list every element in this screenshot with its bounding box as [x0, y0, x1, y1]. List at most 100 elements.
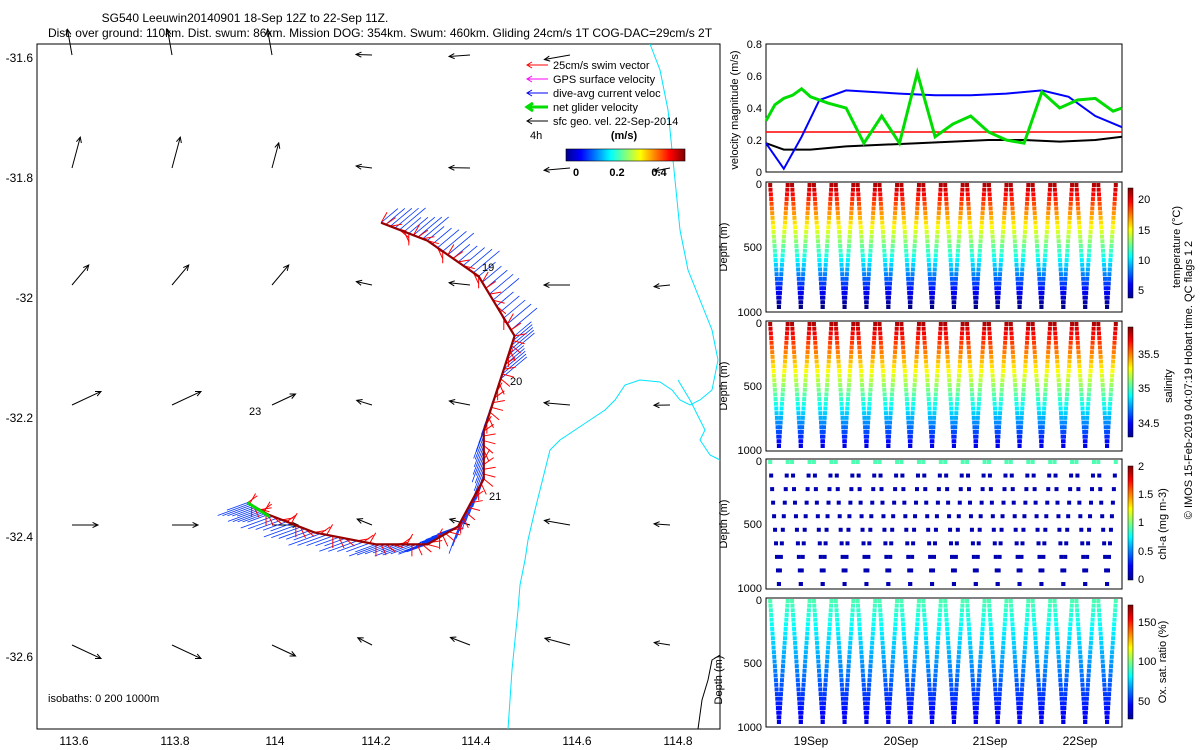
profile-dot: [925, 654, 930, 659]
chla-dots: [768, 460, 1118, 586]
legend-item-geo: sfc geo. vel. 22-Sep-2014: [526, 116, 678, 128]
profile-dot: [1076, 206, 1081, 211]
profile-dot: [915, 473, 920, 478]
current-vector: [242, 512, 267, 523]
profile-dot: [915, 201, 920, 206]
profile-dot: [1014, 673, 1019, 678]
profile-dot: [797, 290, 802, 295]
profile-dot: [945, 636, 950, 641]
profile-dot: [862, 272, 867, 277]
profile-dot: [868, 383, 873, 387]
profile-dot: [794, 248, 799, 253]
profile-dot: [928, 281, 933, 286]
profile-dot: [1099, 368, 1104, 373]
profile-dot: [981, 473, 986, 478]
footer-credit: © IMOS 15-Feb-2019 04:07:19 Hobart time.…: [1183, 241, 1195, 519]
profile-dot: [908, 720, 913, 724]
profile-dot: [880, 645, 885, 650]
profile-dot: [892, 500, 897, 505]
profile-dot: [1053, 340, 1058, 345]
profile-dot: [1067, 500, 1072, 505]
current-vector: [422, 216, 449, 240]
depth-tick: 0: [756, 179, 762, 191]
profile-dot: [1070, 183, 1075, 187]
profile-dot: [946, 364, 951, 369]
profile-dot: [959, 201, 964, 206]
profile-dot: [844, 415, 849, 420]
profile-dot: [782, 645, 787, 650]
profile-dot: [781, 659, 786, 664]
profile-dot: [841, 701, 846, 706]
profile-dot: [1022, 654, 1027, 659]
profile-dot: [783, 631, 788, 636]
profile-dot: [850, 187, 855, 192]
isobath-1000: [697, 654, 721, 730]
profile-dot: [904, 673, 909, 678]
profile-dot: [825, 650, 830, 655]
profile-dot: [978, 650, 983, 655]
profile-dot: [904, 253, 909, 258]
profile-dot: [965, 326, 970, 331]
profile-dot: [1086, 541, 1091, 546]
profile-dot: [952, 300, 957, 305]
profile-dot: [878, 331, 883, 336]
profile-dot: [798, 582, 803, 586]
profile-dot: [877, 183, 882, 187]
depth-tick: 0: [756, 318, 762, 330]
profile-dot: [833, 460, 838, 464]
profile-dot: [1009, 331, 1014, 336]
profile-dot: [842, 300, 847, 305]
profile-dot: [905, 678, 910, 683]
profile-dot: [906, 281, 911, 286]
profile-dot: [997, 696, 1002, 701]
profile-dot: [845, 258, 850, 263]
profile-dot: [1065, 659, 1070, 664]
profile-dot: [914, 220, 919, 225]
profile-dot: [994, 425, 999, 430]
current-vector: [278, 528, 306, 539]
profile-dot: [1096, 187, 1101, 192]
profile-dot: [800, 692, 805, 697]
profile-dot: [948, 527, 953, 532]
geo-arrow: [652, 283, 671, 290]
profile-dot: [1103, 276, 1108, 281]
profile-dot: [1065, 248, 1070, 253]
profile-dot: [805, 626, 810, 631]
profile-dot: [994, 706, 999, 711]
profile-dot: [1018, 295, 1023, 300]
profile-dot: [777, 429, 782, 434]
geo-arrow: [65, 28, 73, 56]
profile-dot: [1004, 326, 1009, 331]
profile-dot: [813, 350, 818, 355]
current-vector: [475, 431, 485, 452]
salinity-dots: [768, 322, 1118, 448]
profile-dot: [1113, 187, 1118, 192]
profile-dot: [1063, 687, 1068, 692]
profile-dot: [1022, 373, 1027, 378]
profile-dot: [998, 678, 1003, 683]
profile-dot: [943, 603, 948, 608]
profile-dot: [1062, 425, 1067, 430]
legend-label: net glider velocity: [553, 102, 638, 114]
profile-dot: [777, 434, 782, 439]
profile-dot: [823, 267, 828, 272]
profile-dot: [953, 286, 958, 291]
profile-dot: [1090, 336, 1095, 341]
profile-dot: [834, 192, 839, 197]
profile-dot: [872, 331, 877, 336]
profile-dot: [812, 326, 817, 331]
profile-dot: [780, 668, 785, 673]
profile-dot: [935, 373, 940, 378]
profile-dot: [905, 541, 910, 546]
profile-dot: [880, 229, 885, 234]
profile-dot: [870, 640, 875, 645]
profile-dot: [915, 617, 920, 622]
profile-dot: [782, 220, 787, 225]
profile-dot: [973, 720, 978, 724]
profile-dot: [966, 617, 971, 622]
profile-dot: [1000, 244, 1005, 248]
profile-dot: [794, 527, 799, 532]
profile-dot: [1013, 392, 1018, 397]
profile-dot: [912, 387, 917, 392]
profile-dot: [891, 650, 896, 655]
